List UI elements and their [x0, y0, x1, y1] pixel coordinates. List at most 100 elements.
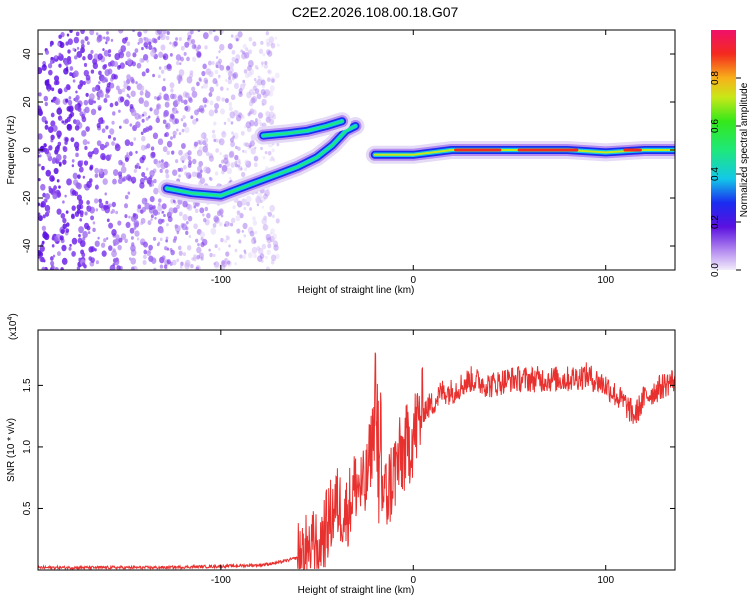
noise-dot: [264, 89, 270, 97]
noise-dot: [266, 42, 270, 47]
noise-dot: [72, 172, 78, 180]
noise-dot: [105, 200, 109, 205]
noise-dot: [74, 125, 80, 131]
noise-dot: [249, 68, 255, 75]
noise-dot: [180, 118, 184, 122]
noise-dot: [172, 169, 178, 176]
noise-dot: [220, 237, 224, 243]
noise-dot: [266, 249, 271, 255]
noise-dot: [166, 150, 170, 156]
noise-dot: [248, 49, 253, 55]
noise-dot: [260, 146, 263, 151]
noise-dot: [205, 151, 210, 157]
noise-dot: [60, 228, 65, 234]
noise-dot: [261, 78, 265, 83]
noise-dot: [255, 197, 261, 205]
noise-dot: [242, 50, 246, 55]
noise-dot: [151, 151, 156, 158]
noise-dot: [97, 236, 100, 240]
noise-dot: [64, 194, 67, 198]
noise-dot: [59, 41, 65, 49]
noise-dot: [69, 66, 74, 71]
noise-dot: [206, 212, 211, 219]
noise-dot: [271, 214, 275, 219]
noise-dot: [113, 61, 119, 67]
noise-dot: [184, 126, 190, 134]
noise-dot: [53, 236, 58, 243]
noise-dot: [182, 153, 188, 160]
noise-dot: [57, 88, 63, 95]
noise-dot: [75, 152, 79, 158]
noise-dot: [67, 99, 73, 106]
noise-dot: [90, 108, 97, 116]
noise-dot: [218, 163, 222, 168]
noise-dot: [73, 141, 80, 149]
noise-dot: [101, 250, 107, 257]
noise-dot: [191, 257, 195, 261]
noise-dot: [44, 148, 50, 155]
noise-dot: [200, 236, 204, 241]
noise-dot: [218, 221, 223, 227]
noise-dot: [176, 230, 180, 235]
noise-dot: [48, 126, 54, 134]
noise-dot: [82, 230, 88, 239]
noise-dot: [83, 99, 89, 106]
noise-dot: [268, 111, 275, 119]
noise-dot: [259, 253, 265, 259]
noise-dot: [47, 210, 51, 214]
noise-dot: [178, 149, 183, 156]
noise-dot: [128, 151, 133, 157]
noise-dot: [265, 116, 271, 123]
noise-dot: [234, 163, 238, 168]
noise-dot: [218, 74, 221, 78]
noise-dot: [227, 260, 231, 265]
noise-dot: [163, 133, 168, 138]
noise-dot: [121, 88, 126, 93]
noise-dot: [124, 214, 128, 219]
noise-dot: [118, 65, 121, 69]
noise-dot: [163, 65, 168, 70]
noise-dot: [119, 96, 125, 103]
noise-dot: [255, 80, 258, 84]
noise-dot: [87, 53, 93, 61]
noise-dot: [258, 76, 262, 80]
noise-dot: [86, 41, 90, 45]
noise-dot: [87, 231, 91, 235]
noise-dot: [197, 165, 202, 172]
snr-y-axis-label: SNR (10 * v/v): [6, 418, 17, 482]
snr-y-ticks: 0.5 1.0 1.5: [22, 378, 675, 515]
noise-dot: [45, 49, 50, 55]
noise-dot: [43, 95, 49, 102]
noise-dot: [106, 218, 110, 223]
noise-dot: [168, 207, 175, 215]
noise-dot: [273, 112, 276, 117]
noise-dot: [58, 52, 62, 57]
noise-dot: [187, 150, 192, 156]
colorbar-ticks: 0.0 0.2 0.4 0.6 0.8: [710, 71, 741, 277]
noise-dot: [74, 97, 79, 103]
noise-dot: [159, 228, 164, 234]
noise-dot: [149, 195, 155, 203]
noise-dot: [244, 72, 250, 79]
noise-dot: [100, 242, 106, 248]
noise-dot: [196, 172, 203, 179]
noise-dot: [98, 168, 104, 175]
noise-dot: [98, 81, 101, 85]
noise-dot: [74, 55, 78, 60]
noise-dot: [234, 58, 239, 64]
noise-dot: [41, 242, 44, 246]
noise-dot: [176, 128, 179, 132]
noise-dot: [63, 67, 69, 75]
noise-dot: [87, 151, 93, 158]
noise-dot: [235, 145, 238, 150]
noise-dot: [109, 154, 112, 158]
noise-dot: [159, 168, 163, 174]
noise-dot: [66, 123, 73, 131]
noise-dot: [271, 254, 277, 262]
noise-dot: [214, 244, 218, 249]
noise-dot: [52, 124, 58, 132]
noise-dot: [142, 259, 147, 266]
noise-dot: [95, 260, 99, 265]
noise-dot: [243, 142, 247, 147]
noise-dot: [129, 76, 134, 82]
